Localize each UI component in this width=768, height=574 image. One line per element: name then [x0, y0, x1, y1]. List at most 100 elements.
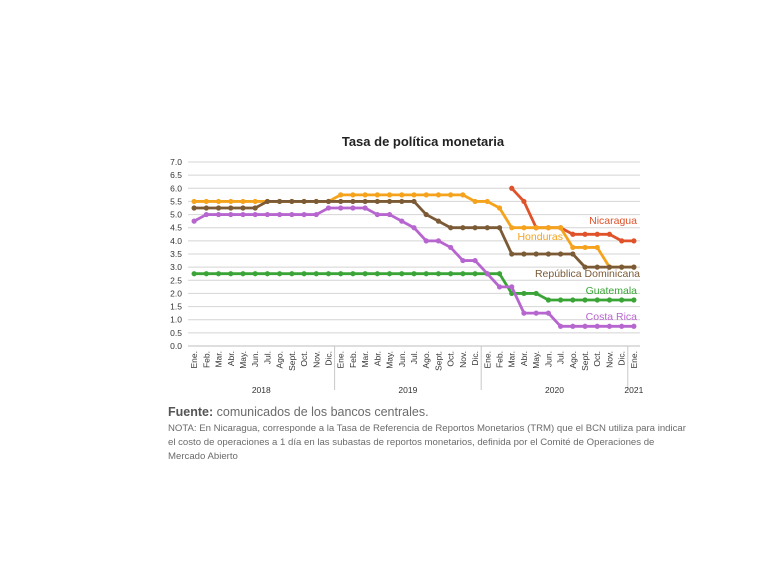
data-point	[191, 271, 197, 277]
x-tick-label: Mar.	[214, 351, 224, 368]
data-point	[240, 198, 246, 205]
data-point	[460, 225, 466, 231]
y-tick-label: 3.5	[170, 249, 182, 259]
x-tick-label: Abr.	[226, 351, 236, 366]
data-point	[301, 271, 307, 277]
data-point	[472, 198, 478, 205]
data-point	[472, 271, 478, 277]
data-point	[228, 211, 234, 218]
x-tick-label: Ago.	[275, 351, 285, 369]
data-point	[350, 205, 356, 211]
x-tick-label: Jun.	[543, 351, 553, 367]
data-point	[435, 218, 442, 224]
data-point	[619, 238, 625, 244]
data-point	[606, 231, 613, 237]
data-point	[374, 198, 380, 205]
data-point	[570, 244, 576, 251]
x-tick-label: Dic.	[617, 351, 627, 366]
data-point	[338, 271, 344, 277]
x-tick-label: Dic.	[323, 351, 333, 366]
data-point	[423, 211, 429, 218]
data-point	[203, 211, 209, 218]
source-block: Fuente: comunicados de los bancos centra…	[168, 405, 688, 464]
data-point	[277, 211, 283, 218]
data-point	[619, 297, 625, 303]
x-tick-label: Feb.	[348, 351, 358, 368]
x-tick-label: Ene.	[629, 351, 639, 369]
data-point	[435, 238, 442, 244]
data-point	[594, 297, 600, 303]
y-tick-label: 4.0	[170, 236, 182, 246]
data-point	[289, 211, 295, 218]
data-point	[557, 323, 564, 329]
data-point	[313, 198, 319, 205]
x-tick-label: Feb.	[495, 351, 505, 368]
data-point	[301, 211, 307, 218]
data-point	[570, 251, 576, 257]
data-point	[631, 297, 637, 303]
data-point	[533, 310, 539, 316]
year-label: 2020	[545, 385, 564, 395]
data-point	[228, 205, 234, 211]
year-label: 2019	[398, 385, 417, 395]
data-point	[582, 264, 588, 270]
data-point	[448, 244, 454, 251]
data-point	[484, 225, 490, 231]
data-point	[594, 323, 600, 329]
data-point	[460, 192, 466, 198]
data-point	[362, 271, 368, 277]
x-tick-label: Oct.	[299, 351, 309, 367]
data-point	[460, 271, 466, 277]
data-point	[215, 211, 222, 218]
data-point	[533, 290, 539, 297]
data-point	[277, 198, 283, 205]
x-tick-label: Nov.	[311, 351, 321, 368]
y-tick-label: 1.0	[170, 315, 182, 325]
x-tick-label: Ene.	[336, 351, 346, 369]
data-point	[521, 290, 527, 297]
data-point	[570, 231, 576, 237]
x-tick-label: Jul.	[556, 351, 566, 364]
data-point	[557, 225, 564, 231]
data-point	[521, 251, 527, 257]
data-point	[374, 271, 380, 277]
data-point	[325, 198, 332, 205]
data-point	[399, 198, 405, 205]
data-point	[338, 192, 344, 198]
x-tick-label: Abr.	[519, 351, 529, 366]
data-point	[619, 264, 625, 270]
data-point	[362, 192, 368, 198]
data-point	[215, 198, 222, 205]
x-tick-label: Dic.	[470, 351, 480, 366]
data-point	[215, 271, 222, 277]
x-tick-label: Mar.	[360, 351, 370, 368]
data-point	[509, 185, 515, 191]
data-point	[496, 205, 503, 211]
series-label: Costa Rica	[586, 311, 638, 323]
data-point	[484, 271, 490, 277]
y-tick-label: 3.0	[170, 262, 182, 272]
data-point	[411, 192, 417, 198]
x-tick-label: Oct.	[592, 351, 602, 367]
data-point	[545, 251, 551, 257]
x-tick-label: Oct.	[446, 351, 456, 367]
x-tick-label: Ago.	[568, 351, 578, 369]
data-point	[301, 198, 307, 205]
data-point	[619, 323, 625, 329]
data-point	[496, 225, 503, 231]
data-point	[448, 192, 454, 198]
data-point	[191, 198, 197, 205]
data-point	[252, 198, 258, 205]
x-tick-label: Feb.	[201, 351, 211, 368]
data-point	[533, 251, 539, 257]
data-point	[582, 244, 588, 251]
data-point	[484, 198, 490, 205]
data-point	[362, 205, 368, 211]
data-point	[423, 271, 429, 277]
y-tick-label: 0.0	[170, 341, 182, 351]
data-point	[191, 205, 197, 211]
data-point	[240, 271, 246, 277]
data-point	[545, 310, 551, 316]
data-point	[374, 211, 380, 218]
data-point	[435, 271, 442, 277]
